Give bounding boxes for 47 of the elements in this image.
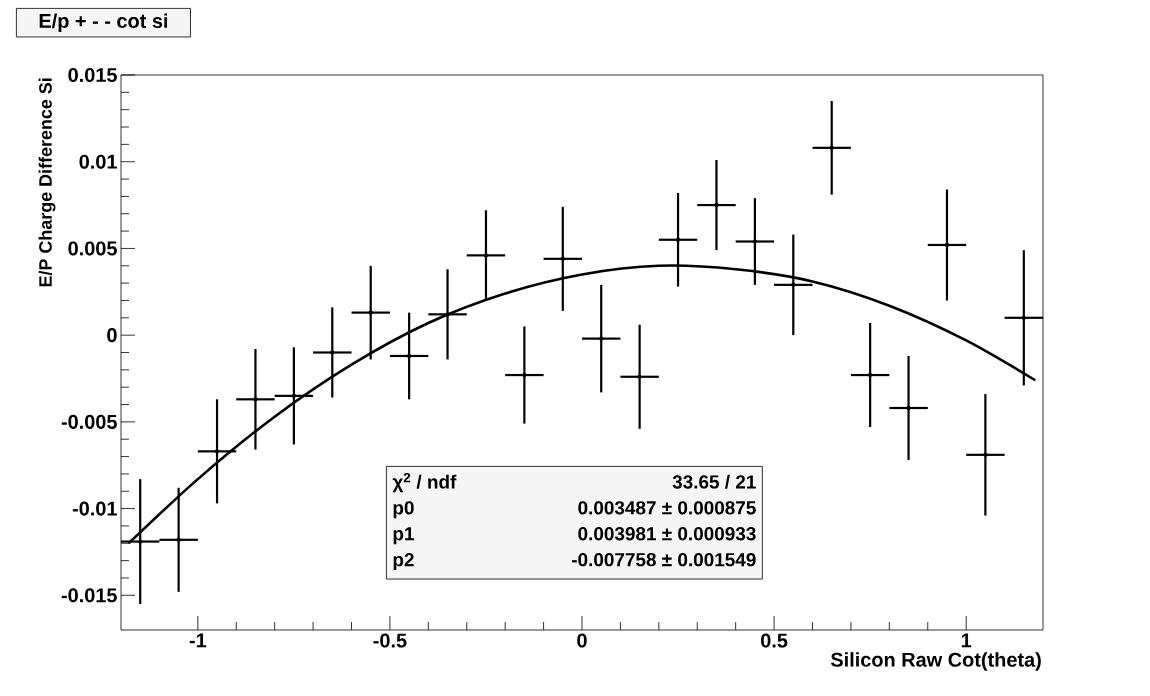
point (368, 310, 373, 315)
point (944, 242, 950, 248)
point (637, 374, 642, 379)
point (253, 397, 258, 402)
y-tick-label: 0.01 (79, 154, 117, 169)
annotation: 0.003487 ± 0.000875 (578, 501, 756, 515)
y-tick-label: -0.005 (61, 414, 117, 429)
annotation: -0.007758 ± 0.001549 (572, 552, 756, 567)
point (906, 405, 911, 411)
annotation: 0.003981 ± 0.000933 (578, 527, 756, 541)
point (176, 537, 181, 542)
point (675, 237, 681, 242)
x-tick-label: -0.5 (373, 633, 407, 648)
y-axis-title: E/P Charge Difference Si (38, 78, 56, 287)
point (599, 336, 604, 341)
x-tick-label: 1 (961, 633, 972, 648)
point (445, 312, 450, 317)
point (829, 145, 834, 151)
point (138, 539, 143, 544)
x-tick-label: 0.5 (761, 633, 788, 648)
point (560, 256, 565, 262)
annotation: χ$^{2}$ / ndf (392, 472, 457, 493)
point (752, 239, 758, 244)
point (406, 353, 412, 359)
point (791, 282, 796, 288)
y-tick-label: 0.005 (68, 241, 117, 256)
chart-title: E/p + - - cot si (39, 13, 168, 32)
x-tick-label: -1 (189, 633, 207, 648)
point (983, 452, 988, 458)
point (330, 350, 335, 355)
y-tick-label: -0.01 (72, 501, 117, 516)
point (714, 202, 719, 208)
point (1021, 315, 1026, 320)
annotation: p2 (393, 552, 414, 571)
point (867, 372, 873, 378)
y-tick-label: -0.015 (61, 588, 117, 603)
point (483, 253, 489, 258)
point (522, 372, 527, 378)
annotation: p0 (393, 501, 414, 519)
annotation: p1 (393, 527, 414, 545)
point (291, 393, 297, 399)
x-tick-label: 0 (577, 633, 587, 648)
y-tick-label: 0.015 (68, 67, 117, 83)
point (214, 449, 220, 454)
annotation: 33.65 / 21 (672, 474, 756, 489)
y-tick-label: 0 (107, 328, 117, 343)
x-axis-title: Silicon Raw Cot(theta) (830, 652, 1041, 671)
